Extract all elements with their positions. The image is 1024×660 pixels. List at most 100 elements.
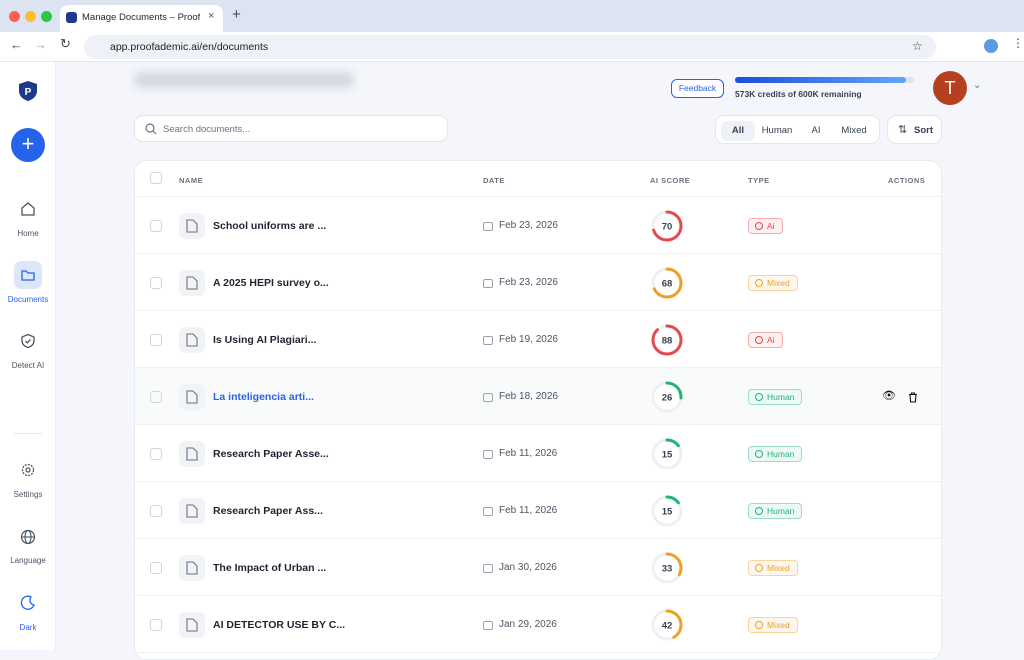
max-dot[interactable]: [41, 11, 52, 22]
calendar-outline: [483, 563, 493, 573]
type-badge: Mixed: [748, 616, 798, 633]
type-icon: [755, 335, 763, 344]
calendar-icon: [483, 449, 493, 459]
tab-close[interactable]: ×: [208, 10, 215, 22]
table-row[interactable]: [135, 254, 941, 311]
feedback-button[interactable]: Feedback: [671, 79, 724, 98]
doc-name[interactable]: A 2025 HEPI survey o...: [213, 276, 329, 289]
score-value: 33: [662, 563, 673, 574]
doc-outline: [186, 560, 198, 575]
header-checkbox[interactable]: [150, 172, 162, 184]
nav-label[interactable]: Settings: [13, 490, 43, 499]
svg-text:P: P: [25, 87, 32, 98]
doc-outline: [186, 446, 198, 461]
doc-glyph: [186, 617, 198, 632]
nav-active[interactable]: [14, 261, 42, 289]
row-checkbox[interactable]: [150, 447, 162, 460]
score-value: 68: [662, 278, 673, 289]
filter-option[interactable]: AI: [811, 125, 821, 136]
tab-title: Manage Documents – Proofa: [82, 12, 200, 23]
type-icon: [755, 563, 763, 572]
nav-label[interactable]: Documents: [7, 295, 49, 304]
table-row[interactable]: [135, 311, 941, 368]
doc-name[interactable]: Research Paper Ass...: [213, 504, 323, 517]
tab-bar: Manage Documents – Proofa × +: [0, 0, 1024, 32]
doc-name[interactable]: La inteligencia arti...: [213, 390, 314, 403]
filter-option[interactable]: All: [721, 121, 755, 141]
row-checkbox[interactable]: [150, 333, 162, 346]
doc-icon: [179, 611, 205, 638]
sort-button[interactable]: ⇅ Sort: [887, 115, 942, 144]
row-checkbox[interactable]: [150, 504, 162, 517]
home-icon[interactable]: [20, 201, 36, 217]
doc-name[interactable]: Is Using AI Plagiari...: [213, 333, 317, 346]
type-label: Human: [767, 505, 795, 516]
calendar-outline: [483, 278, 493, 288]
score-ring: 88: [651, 324, 683, 355]
table-row[interactable]: [135, 197, 941, 254]
score-arc: [651, 609, 683, 640]
filter-option[interactable]: Mixed: [841, 125, 867, 136]
doc-date: Feb 18, 2026: [499, 390, 558, 402]
table-row[interactable]: [135, 539, 941, 596]
search-box[interactable]: Search documents...: [134, 115, 448, 142]
row-checkbox[interactable]: [150, 561, 162, 574]
row-checkbox[interactable]: [150, 390, 162, 403]
type-badge: Human: [748, 502, 803, 519]
view-action[interactable]: 👁: [882, 389, 896, 402]
bookmark[interactable]: ☆: [912, 39, 923, 53]
doc-outline: [186, 332, 198, 347]
avatar[interactable]: T: [933, 71, 967, 105]
reload[interactable]: ↻: [60, 36, 71, 51]
detect-icon[interactable]: [20, 333, 36, 349]
type-badge: Human: [748, 388, 803, 405]
doc-name[interactable]: The Impact of Urban ...: [213, 561, 327, 574]
settings-icon[interactable]: [20, 462, 36, 478]
nav-label[interactable]: Language: [10, 556, 46, 565]
menu[interactable]: ⋮: [1012, 36, 1024, 50]
doc-icon: [179, 497, 205, 524]
new-tab[interactable]: +: [232, 6, 241, 23]
doc-name[interactable]: School uniforms are ...: [213, 219, 327, 232]
type-badge: Ai: [748, 331, 783, 348]
doc-name[interactable]: Research Paper Asse...: [213, 447, 329, 460]
type-badge: Human: [748, 445, 803, 462]
score-arc: [651, 267, 683, 298]
delete-action[interactable]: [908, 391, 918, 403]
profile[interactable]: [984, 39, 998, 53]
separator: [14, 433, 42, 434]
close-dot[interactable]: [9, 11, 20, 22]
dark-icon[interactable]: [20, 595, 36, 611]
nav-label[interactable]: Detect AI: [11, 361, 45, 370]
score-ring: 42: [651, 609, 683, 640]
table-row[interactable]: [135, 368, 941, 425]
table-row[interactable]: [135, 425, 941, 482]
score-ring: 68: [651, 267, 683, 298]
calendar-icon: [483, 563, 493, 573]
new-button[interactable]: +: [11, 128, 45, 162]
nav-label[interactable]: Home: [17, 229, 39, 238]
calendar-icon: [483, 278, 493, 288]
filter-option[interactable]: Human: [761, 125, 793, 136]
forward[interactable]: →: [34, 37, 47, 52]
back[interactable]: ←: [10, 37, 23, 52]
score-value: 88: [662, 335, 673, 346]
row-checkbox[interactable]: [150, 276, 162, 289]
avatar-chevron[interactable]: ⌄: [973, 80, 982, 91]
column-header: DATE: [483, 176, 505, 185]
nav-label[interactable]: Dark: [19, 623, 37, 632]
doc-glyph: [186, 218, 198, 233]
tab[interactable]: Manage Documents – Proofa ×: [60, 5, 223, 32]
min-dot[interactable]: [25, 11, 36, 22]
row-checkbox[interactable]: [150, 219, 162, 232]
doc-icon: [179, 269, 205, 296]
url-bar[interactable]: app.proofademic.ai/en/documents ☆: [84, 35, 936, 59]
doc-name[interactable]: AI DETECTOR USE BY C...: [213, 618, 346, 631]
row-checkbox[interactable]: [150, 618, 162, 631]
doc-date: Feb 19, 2026: [499, 333, 558, 345]
type-badge: Ai: [748, 217, 783, 234]
table-row[interactable]: [135, 482, 941, 539]
language-icon[interactable]: [20, 529, 36, 545]
